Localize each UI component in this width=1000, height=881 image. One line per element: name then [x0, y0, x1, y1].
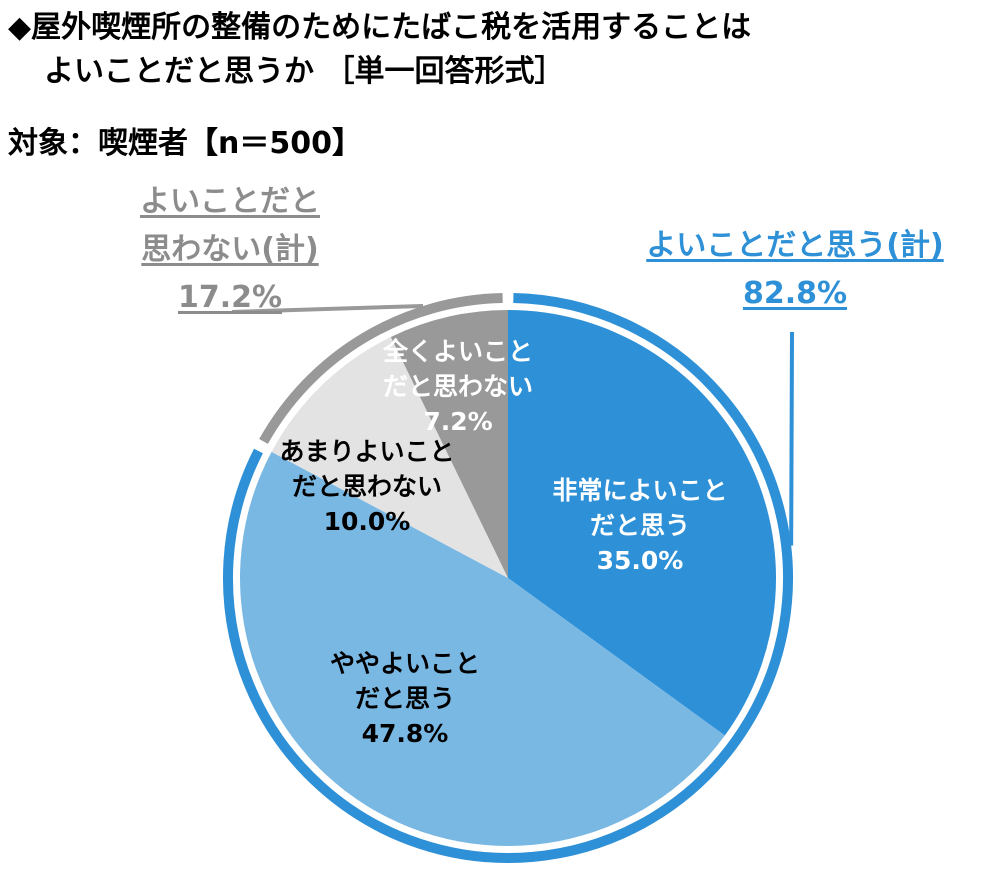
slice-value: 35.0% [596, 546, 684, 575]
pie-slice-2 [271, 336, 508, 578]
leader-lines [231, 303, 794, 546]
slice-label-line: 非常によいこと [552, 476, 728, 505]
title-line-2: よいことだと思うか ［単一回答形式］ [44, 54, 565, 89]
group-rings [223, 293, 793, 863]
group-label-bad: よいことだと 思わない(計) 17.2% [110, 178, 350, 322]
slice-label-line: だと思わない [382, 372, 533, 401]
slice-value: 47.8% [361, 719, 449, 748]
slice-value: 10.0% [323, 507, 411, 536]
leader-line-0 [789, 331, 794, 546]
pie-slice-3 [390, 310, 508, 578]
slice-label-not-very-good: あまりよいこと だと思わない 10.0% [262, 434, 472, 539]
slice-label-somewhat-good: ややよいこと だと思う 47.8% [300, 646, 510, 751]
slice-label-line: だと思う [354, 684, 455, 713]
group-bad-name-1: よいことだと [140, 184, 320, 219]
slice-label-line: 全くよいこと [382, 337, 533, 366]
slice-label-line: だと思わない [291, 472, 442, 501]
slice-label-not-good-at-all: 全くよいこと だと思わない 7.2% [358, 334, 558, 439]
leader-line-1 [231, 303, 424, 314]
slice-label-very-good: 非常によいこと だと思う 35.0% [535, 473, 745, 578]
slice-label-line: だと思う [589, 511, 690, 540]
slice-value: 7.2% [423, 407, 493, 436]
group-good-value: 82.8% [742, 276, 848, 311]
group-bad-value: 17.2% [177, 280, 283, 315]
pie-slice-0 [508, 310, 777, 736]
group-bad-name-2: 思わない(計) [141, 232, 319, 267]
group-ring-1 [259, 293, 503, 444]
pie-slice-1 [239, 451, 725, 847]
slice-label-line: ややよいこと [329, 649, 480, 678]
pie-slices [239, 310, 777, 847]
chart-title: ◆屋外喫煙所の整備のためにたばこ税を活用することは よいことだと思うか ［単一回… [8, 6, 751, 94]
sample-note: 対象：喫煙者【n＝500】 [8, 126, 362, 161]
group-label-good: よいことだと思う(計) 82.8% [620, 222, 970, 318]
group-ring-0 [223, 293, 793, 863]
slice-label-line: あまりよいこと [279, 437, 455, 466]
title-line-1: ◆屋外喫煙所の整備のためにたばこ税を活用することは [8, 10, 752, 45]
group-good-name: よいことだと思う(計) [646, 228, 944, 263]
